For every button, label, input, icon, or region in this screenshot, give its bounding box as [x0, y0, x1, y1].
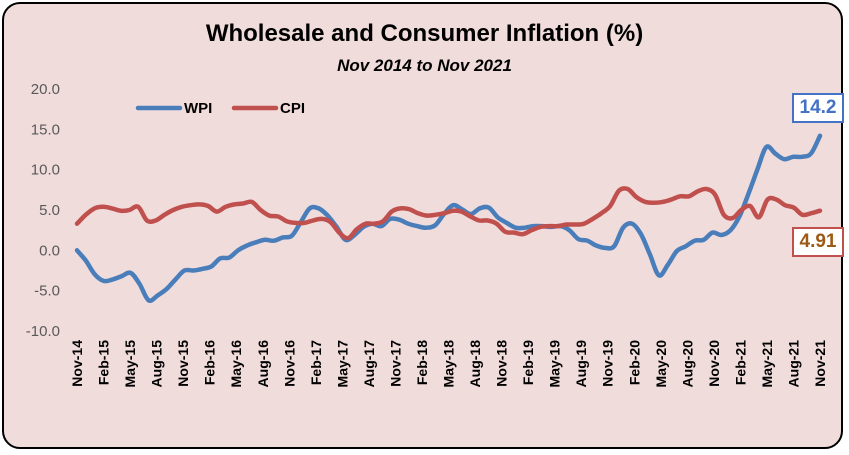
- x-tick-label: May-18: [441, 340, 457, 388]
- x-tick-label: May-15: [122, 340, 138, 388]
- x-tick-label: Aug-20: [679, 340, 695, 388]
- x-tick-label: Feb-21: [732, 340, 748, 385]
- cpi-series-line: [74, 186, 823, 241]
- x-tick-label: Nov-14: [69, 340, 85, 387]
- y-tick-label: 15.0: [31, 121, 60, 138]
- y-axis: 20.0 15.0 10.0 5.0 0.0 -5.0 -10.0: [26, 81, 60, 340]
- y-tick-label: 5.0: [39, 202, 60, 219]
- wpi-end-label: 14.2: [792, 93, 844, 123]
- x-tick-label: May-19: [547, 340, 563, 388]
- series-lines: [74, 133, 823, 303]
- x-tick-label: Nov-20: [706, 340, 722, 387]
- chart-title: Wholesale and Consumer Inflation (%): [205, 20, 644, 47]
- y-tick-label: -10.0: [26, 323, 60, 340]
- y-tick-label: -5.0: [34, 283, 60, 300]
- x-tick-label: Feb-17: [308, 340, 324, 385]
- x-tick-label: Nov-15: [175, 340, 191, 387]
- x-tick-label: Feb-15: [96, 340, 112, 385]
- x-tick-label: Aug-21: [785, 340, 801, 388]
- x-axis: Nov-14 Feb-15 May-15 Aug-15 Nov-15 Feb-16 May-…: [69, 340, 828, 388]
- y-tick-label: 0.0: [39, 242, 60, 259]
- x-tick-label: Nov-21: [812, 340, 828, 387]
- x-tick-label: Nov-17: [387, 340, 403, 387]
- x-tick-label: Aug-17: [361, 340, 377, 388]
- x-tick-label: Feb-18: [414, 340, 430, 385]
- y-tick-label: 10.0: [31, 162, 60, 179]
- x-tick-label: Nov-18: [494, 340, 510, 387]
- cpi-legend-label: CPI: [280, 100, 305, 117]
- chart-subtitle: Nov 2014 to Nov 2021: [337, 56, 512, 75]
- x-tick-label: Feb-19: [520, 340, 536, 385]
- x-tick-label: May-21: [759, 340, 775, 388]
- y-tick-label: 20.0: [31, 81, 60, 98]
- x-tick-label: May-16: [228, 340, 244, 388]
- wpi-legend-label: WPI: [184, 100, 212, 117]
- cpi-end-label: 4.91: [792, 227, 844, 257]
- x-tick-label: Aug-19: [573, 340, 589, 388]
- x-tick-label: May-17: [334, 340, 350, 388]
- legend: WPI CPI: [135, 100, 305, 117]
- wpi-series-line: [74, 133, 823, 303]
- x-tick-label: Feb-16: [202, 340, 218, 385]
- x-tick-label: Feb-20: [626, 340, 642, 385]
- x-tick-label: Nov-19: [600, 340, 616, 387]
- x-tick-label: May-20: [653, 340, 669, 388]
- x-tick-label: Nov-16: [281, 340, 297, 387]
- x-tick-label: Aug-16: [255, 340, 271, 388]
- x-tick-label: Aug-18: [467, 340, 483, 388]
- x-tick-label: Aug-15: [149, 340, 165, 388]
